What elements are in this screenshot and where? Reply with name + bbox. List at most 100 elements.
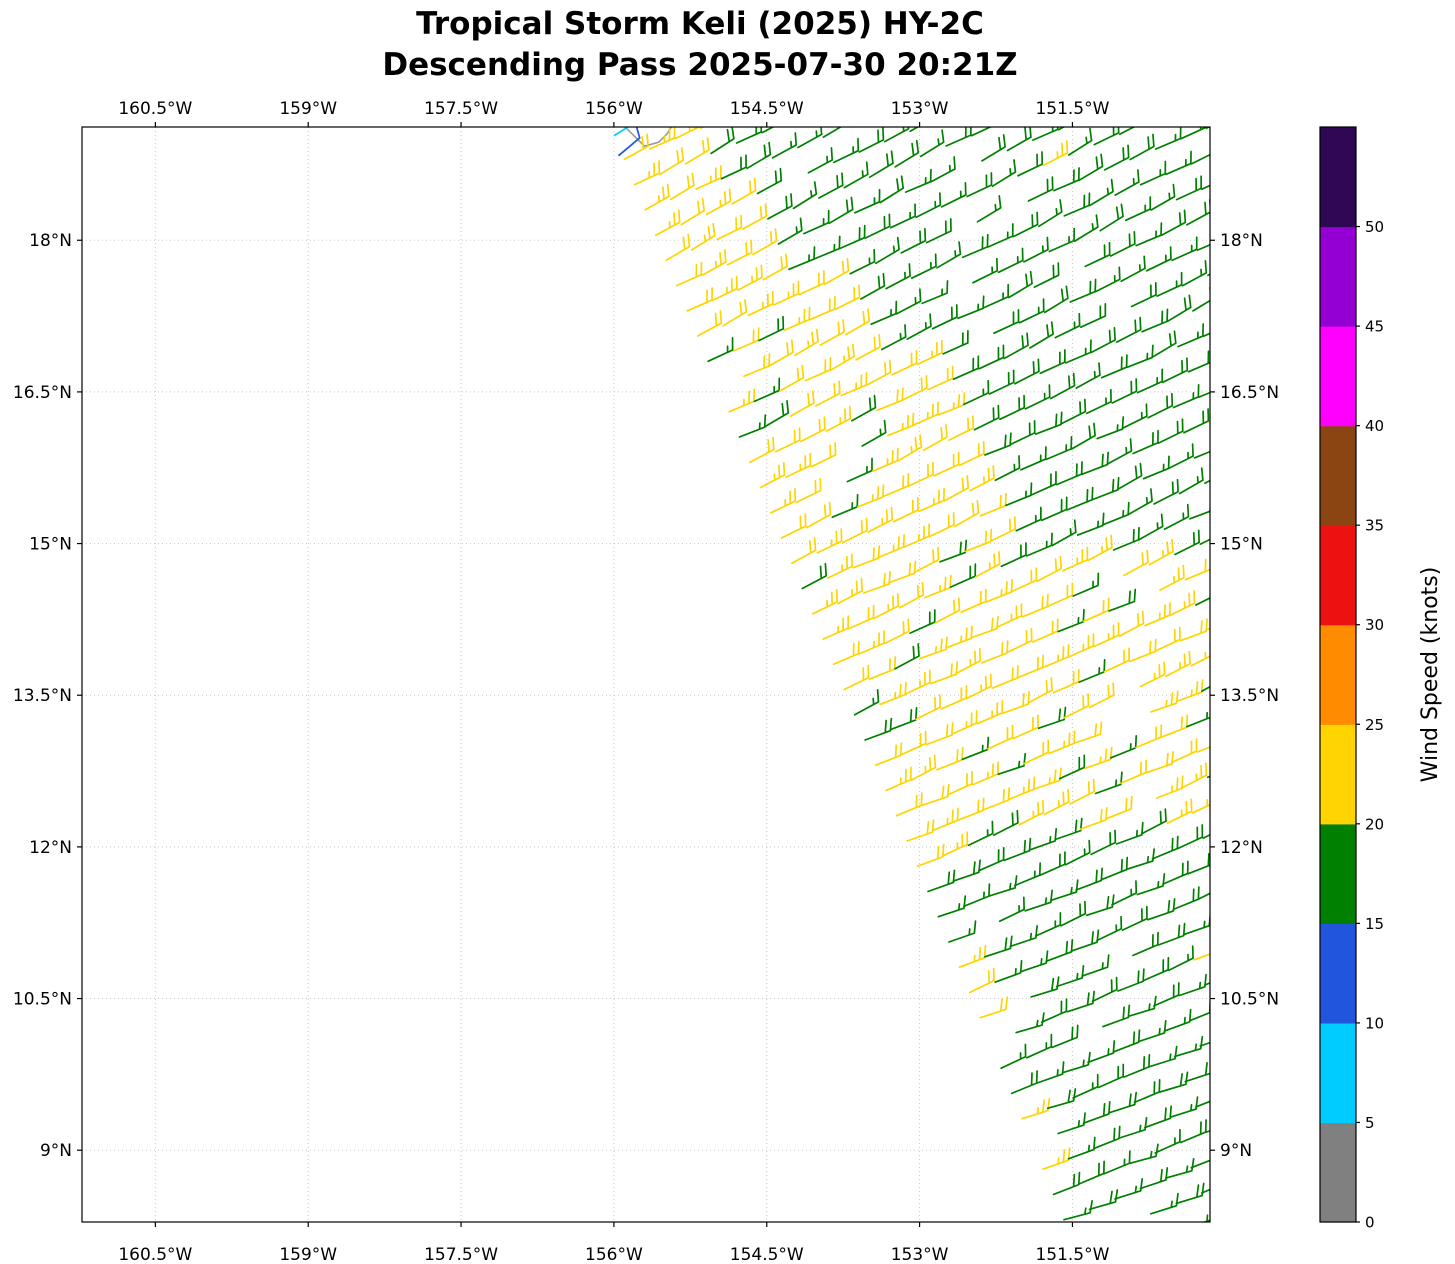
- wind-barb: [1217, 573, 1251, 595]
- wind-barb: [1040, 496, 1068, 522]
- y-tick-label-right: 16.5°N: [1220, 383, 1279, 403]
- wind-barb: [1016, 654, 1045, 679]
- wind-barb: [810, 441, 837, 468]
- wind-barb: [699, 127, 725, 130]
- wind-barb: [879, 175, 905, 204]
- wind-barb: [1123, 549, 1149, 577]
- y-tick-label-left: 9°N: [40, 1141, 72, 1161]
- wind-barb: [1081, 451, 1109, 476]
- wind-barb: [1192, 284, 1210, 312]
- wind-barb: [759, 462, 786, 489]
- wind-barb: [909, 609, 936, 634]
- wind-barb: [795, 477, 822, 504]
- wind-barb: [996, 603, 1023, 629]
- wind-barb: [1048, 730, 1076, 755]
- y-tick-label-left: 10.5°N: [13, 990, 72, 1010]
- wind-barb: [1084, 241, 1111, 268]
- wind-barb: [874, 236, 900, 265]
- y-tick-label-right: 13.5°N: [1220, 686, 1279, 706]
- wind-barb: [756, 167, 783, 195]
- title-line-1: Tropical Storm Keli (2025) HY-2C: [416, 6, 984, 42]
- x-tick-label-bottom: 159°W: [279, 1245, 337, 1264]
- wind-barb: [1043, 789, 1070, 816]
- wind-barb: [919, 129, 945, 158]
- wind-barb: [858, 127, 885, 153]
- wind-barb: [1069, 278, 1097, 303]
- wind-barb: [1005, 482, 1033, 507]
- wind-barb: [1202, 813, 1210, 839]
- wind-barb: [1205, 1111, 1210, 1133]
- wind-barb: [1132, 931, 1159, 957]
- wind-barb: [1160, 714, 1189, 738]
- wind-barb: [958, 440, 985, 467]
- colorbar-segment: [1320, 923, 1356, 1024]
- wind-barb: [982, 283, 1010, 309]
- wind-barb: [711, 275, 738, 302]
- wind-barb: [1052, 668, 1080, 694]
- wind-barb: [1212, 631, 1245, 656]
- wind-barb: [1171, 236, 1198, 262]
- wind-barb: [1172, 383, 1200, 409]
- colorbar-tick-label: 40: [1365, 417, 1384, 435]
- wind-barb: [1073, 214, 1099, 242]
- wind-barb: [773, 280, 800, 306]
- wind-barb: [1141, 308, 1169, 333]
- wind-barb: [819, 319, 845, 346]
- wind-barb: [1043, 285, 1069, 314]
- wind-barb: [1048, 227, 1076, 253]
- wind-barb: [1022, 739, 1050, 765]
- wind-barb: [912, 401, 939, 427]
- wind-barb: [1088, 682, 1115, 709]
- wind-barb: [1021, 1097, 1051, 1120]
- wind-barb: [998, 896, 1025, 923]
- wind-barb: [906, 313, 932, 340]
- wind-barb: [1144, 602, 1171, 627]
- x-tick-label-bottom: 151.5°W: [1035, 1245, 1109, 1264]
- wind-barb: [1072, 572, 1100, 597]
- wind-barb: [978, 344, 1005, 370]
- wind-barb: [1156, 775, 1184, 799]
- wind-barb: [937, 392, 966, 416]
- wind-barb: [1204, 458, 1210, 485]
- wind-barb: [800, 416, 826, 443]
- wind-barb: [1169, 590, 1196, 617]
- colorbar-segment: [1320, 823, 1356, 924]
- wind-barb: [738, 414, 767, 438]
- wind-barb: [768, 339, 794, 367]
- wind-barb: [855, 334, 881, 361]
- wind-barb: [1051, 519, 1077, 547]
- x-tick-label-bottom: 154.5°W: [730, 1245, 804, 1264]
- wind-barb: [1206, 755, 1210, 779]
- wind-barb: [1202, 312, 1210, 338]
- wind-barb: [987, 724, 1014, 750]
- wind-barb: [1072, 1073, 1099, 1099]
- wind-barb: [1127, 488, 1153, 516]
- wind-barb: [1115, 316, 1142, 343]
- wind-barb: [910, 754, 937, 781]
- wind-barb: [741, 203, 768, 230]
- wind-barb: [1112, 526, 1140, 551]
- wind-barb: [1200, 1169, 1210, 1194]
- wind-barb: [907, 461, 934, 487]
- colorbar-segment: [1320, 724, 1356, 825]
- wind-barb: [960, 588, 987, 614]
- wind-barb: [731, 177, 757, 205]
- wind-barb: [774, 427, 801, 453]
- colorbar-tick-label: 20: [1365, 815, 1384, 833]
- wind-barb: [1159, 1071, 1189, 1093]
- wind-barb: [834, 284, 861, 311]
- wind-barb: [1108, 588, 1137, 612]
- wind-barb: [1124, 196, 1152, 222]
- wind-barb: [895, 792, 923, 817]
- wind-barb: [1070, 422, 1096, 450]
- wind-barb: [1175, 175, 1202, 201]
- wind-barb: [824, 257, 850, 285]
- wind-barb: [1014, 358, 1040, 385]
- coastline: [623, 127, 673, 148]
- wind-barb: [1017, 151, 1044, 177]
- wind-barb: [1088, 178, 1114, 207]
- wind-barb: [838, 224, 866, 250]
- wind-barb: [904, 669, 931, 695]
- wind-barb: [843, 161, 869, 189]
- wind-barb: [726, 239, 753, 266]
